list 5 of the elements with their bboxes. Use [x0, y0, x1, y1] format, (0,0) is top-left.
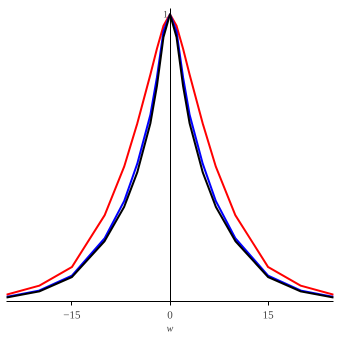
- annotation: 1: [163, 10, 168, 21]
- x-tick-label: −15: [63, 310, 81, 322]
- x-tick-label: 0: [167, 310, 174, 322]
- x-axis-title: w: [166, 324, 174, 334]
- x-tick-label: 15: [262, 310, 274, 322]
